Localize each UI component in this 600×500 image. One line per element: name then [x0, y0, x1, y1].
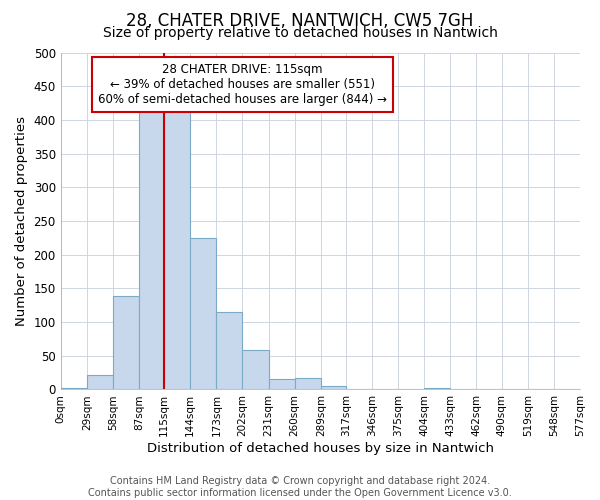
Text: 28 CHATER DRIVE: 115sqm
← 39% of detached houses are smaller (551)
60% of semi-d: 28 CHATER DRIVE: 115sqm ← 39% of detache… [98, 62, 387, 106]
Bar [61, 388, 87, 390]
Bar [139, 110, 164, 390]
Bar [295, 378, 321, 390]
Bar [372, 389, 398, 390]
Bar [113, 296, 139, 390]
Bar [528, 389, 554, 390]
Bar [346, 389, 372, 390]
X-axis label: Distribution of detached houses by size in Nantwich: Distribution of detached houses by size … [147, 442, 494, 455]
Bar [190, 238, 217, 390]
Bar [321, 386, 346, 390]
Text: Size of property relative to detached houses in Nantwich: Size of property relative to detached ho… [103, 26, 497, 40]
Text: 28, CHATER DRIVE, NANTWICH, CW5 7GH: 28, CHATER DRIVE, NANTWICH, CW5 7GH [127, 12, 473, 30]
Bar [164, 106, 190, 390]
Bar [476, 389, 502, 390]
Bar [87, 374, 113, 390]
Text: Contains HM Land Registry data © Crown copyright and database right 2024.
Contai: Contains HM Land Registry data © Crown c… [88, 476, 512, 498]
Y-axis label: Number of detached properties: Number of detached properties [15, 116, 28, 326]
Bar [242, 350, 269, 390]
Bar [424, 388, 451, 390]
Bar [269, 380, 295, 390]
Bar [217, 312, 242, 390]
